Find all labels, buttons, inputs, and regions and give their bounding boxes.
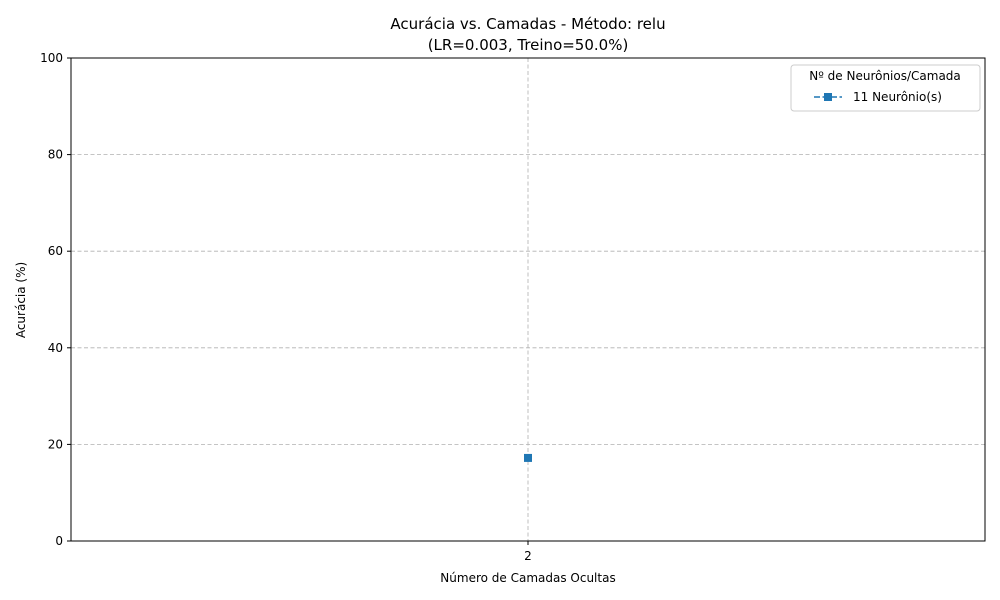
y-tick-label: 80 bbox=[48, 148, 63, 162]
x-tick-label: 2 bbox=[524, 549, 532, 563]
y-tick-label: 100 bbox=[40, 51, 63, 65]
y-tick-label: 40 bbox=[48, 341, 63, 355]
y-axis: 0 20 40 60 80 100 bbox=[40, 51, 71, 548]
grid bbox=[71, 58, 985, 541]
data-point-marker bbox=[524, 453, 532, 462]
x-axis: 2 bbox=[524, 541, 532, 563]
legend-entry-label: 11 Neurônio(s) bbox=[853, 90, 942, 104]
chart-title-line2: (LR=0.003, Treino=50.0%) bbox=[428, 36, 629, 54]
legend-box bbox=[790, 64, 981, 112]
chart-title-line1: Acurácia vs. Camadas - Método: relu bbox=[390, 15, 665, 33]
y-tick-label: 60 bbox=[48, 244, 63, 258]
legend: Nº de Neurônios/Camada 11 Neurônio(s) bbox=[790, 64, 981, 112]
y-tick-label: 20 bbox=[48, 437, 63, 451]
legend-entries: 11 Neurônio(s) bbox=[814, 90, 942, 104]
legend-marker-square bbox=[824, 93, 832, 101]
series-layer bbox=[524, 453, 532, 462]
y-axis-label: Acurácia (%) bbox=[14, 262, 28, 338]
legend-title: Nº de Neurônios/Camada bbox=[809, 69, 961, 83]
y-tick-label: 0 bbox=[55, 534, 63, 548]
x-axis-label: Número de Camadas Ocultas bbox=[440, 571, 615, 585]
